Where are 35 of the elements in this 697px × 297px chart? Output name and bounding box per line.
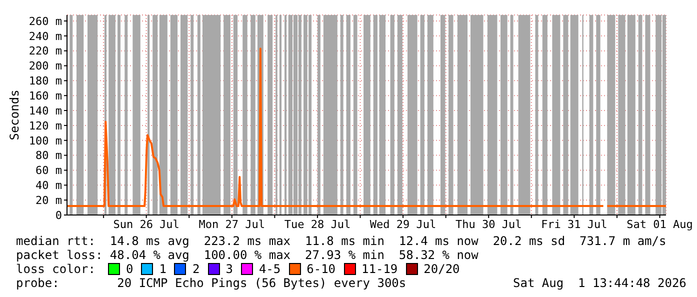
x-tick-label: Mon 27 Jul — [198, 218, 266, 231]
y-axis-title: Seconds — [7, 90, 22, 140]
text: packet loss: 48.04 % avg 100.00 % max 27.93 % min 58.32 % now — [16, 248, 478, 262]
y-tick-label: 0 — [55, 208, 62, 222]
y-tick-label: 260 m — [28, 14, 62, 28]
x-tick-label: Thu 30 Jul — [456, 218, 522, 231]
y-tick-label: 200 m — [28, 60, 62, 73]
text: Sat Aug 1 13:44:48 2026 — [513, 276, 686, 290]
text: 1 — [158, 262, 166, 276]
text: 11-19 — [360, 262, 398, 276]
x-tick-label: Wed 29 Jul — [370, 218, 436, 231]
y-tick-label: 80 m — [36, 149, 62, 162]
y-tick-label: 140 m — [28, 104, 62, 118]
text: 0 — [125, 262, 134, 276]
text: 4-5 — [258, 262, 281, 276]
y-tick-label: 60 m — [36, 164, 62, 178]
text: 2 — [191, 262, 200, 276]
y-tick-label: 160 m — [28, 90, 62, 102]
text: probe: 20 ICMP Echo Pings (56 Bytes) every 300s — [16, 276, 406, 290]
y-tick-label: 180 m — [28, 74, 62, 88]
y-tick-label: 120 m — [28, 119, 62, 132]
y-tick-label: 40 m — [36, 179, 62, 192]
x-tick-label: Fri 31 Jul — [541, 218, 608, 231]
y-tick-label: 100 m — [28, 134, 62, 148]
x-tick-label: Sat 01 Aug — [626, 218, 693, 231]
text: loss color: — [16, 262, 96, 276]
y-tick-label: 20 m — [36, 194, 62, 207]
text: median rtt: 14.8 ms avg 223.2 ms max 11.8 ms min 12.4 ms now 20.2 ms sd 731.7 m am/s — [16, 234, 666, 248]
x-tick-label: Tue 28 Jul — [284, 218, 351, 231]
text: 20/20 — [422, 262, 460, 276]
text: 6-10 — [306, 262, 336, 276]
text: 3 — [224, 262, 233, 276]
y-tick-label: 220 m — [28, 44, 62, 58]
x-tick-label: Sun 26 Jul — [113, 218, 180, 231]
y-tick-label: 240 m — [28, 30, 62, 43]
